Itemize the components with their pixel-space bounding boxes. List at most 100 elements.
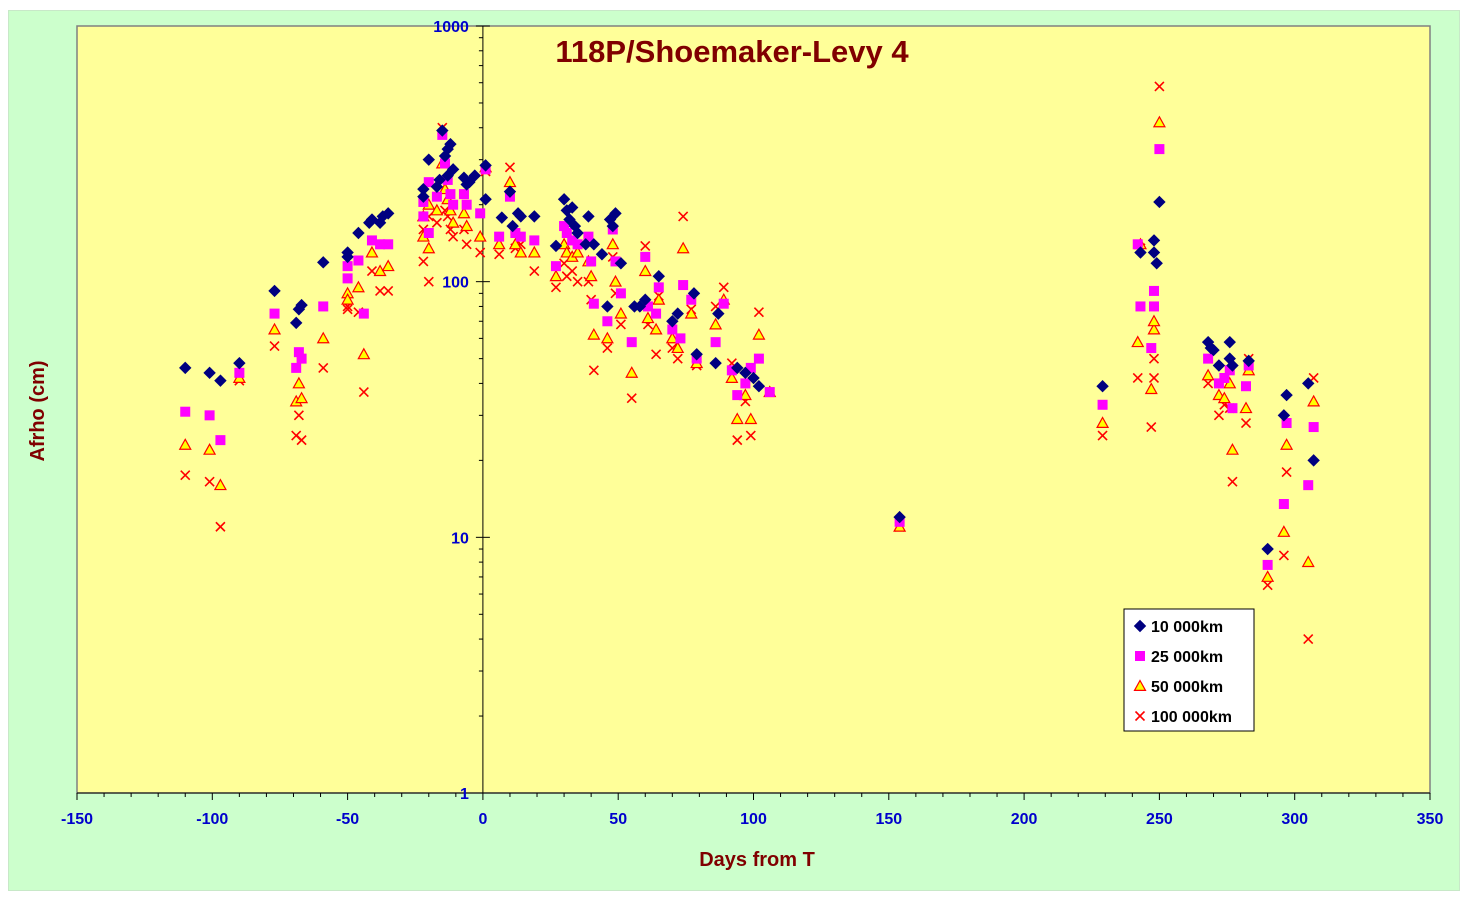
x-marker-stroke [1281, 467, 1292, 478]
data-point [608, 274, 623, 287]
data-point [1227, 476, 1238, 487]
data-point [567, 235, 578, 246]
data-point [417, 190, 430, 203]
y-axis-label: Afrho (cm) [27, 360, 49, 461]
data-point [690, 348, 703, 361]
data-point [615, 288, 626, 299]
data-point [641, 311, 655, 324]
data-point [468, 169, 481, 182]
data-point [572, 239, 583, 250]
data-point [383, 239, 394, 250]
data-point [601, 300, 614, 313]
x-tick-label: 50 [609, 811, 627, 828]
data-point [752, 328, 766, 340]
data-point [463, 175, 476, 189]
data-point [745, 430, 756, 441]
data-point [614, 257, 628, 270]
x-marker-stroke [1262, 580, 1273, 591]
data-point [352, 226, 365, 240]
data-point [738, 388, 752, 401]
x-marker-stroke [504, 162, 516, 173]
data-point [671, 341, 685, 354]
data-point [579, 238, 592, 251]
data-point [268, 284, 281, 298]
x-tick-label: 0 [478, 811, 487, 828]
data-point [1213, 410, 1224, 421]
x-marker-stroke [1203, 378, 1214, 389]
x-marker-stroke [615, 319, 626, 330]
data-point [1281, 467, 1292, 478]
data-point [739, 366, 752, 380]
data-point [514, 245, 528, 258]
y-tick-label: 100 [442, 275, 469, 292]
data-point [615, 319, 626, 330]
data-point [1150, 257, 1163, 270]
data-point [718, 282, 729, 293]
data-point [475, 247, 486, 258]
data-point [358, 386, 369, 398]
x-marker-stroke [667, 342, 678, 354]
data-point [587, 328, 601, 340]
data-point [269, 308, 280, 319]
data-point [381, 259, 395, 272]
data-point [726, 365, 737, 376]
x-marker-stroke [640, 240, 651, 251]
data-point [214, 374, 227, 387]
data-point [446, 216, 460, 228]
data-point [418, 256, 429, 267]
x-axis-label: Days from T [699, 849, 815, 871]
data-point [431, 191, 442, 202]
x-marker-stroke [358, 386, 369, 398]
legend-marker [1133, 619, 1147, 633]
data-point [215, 521, 226, 532]
data-points [178, 81, 1321, 645]
data-point [642, 301, 653, 312]
data-point [494, 249, 505, 260]
data-point [1223, 335, 1236, 349]
x-marker-stroke [418, 256, 429, 267]
x-marker-stroke [1213, 410, 1224, 421]
data-point [510, 228, 521, 239]
data-point [1225, 443, 1239, 455]
data-point [365, 245, 379, 258]
data-point [1148, 285, 1159, 296]
x-marker-stroke [1227, 476, 1238, 487]
data-point [740, 378, 751, 389]
data-point [639, 293, 652, 306]
x-marker-stroke [494, 249, 505, 260]
data-point [529, 266, 540, 277]
data-point [1148, 301, 1159, 312]
data-point [527, 245, 541, 258]
data-point [686, 294, 697, 305]
data-point [293, 410, 304, 421]
data-point [571, 245, 585, 258]
data-point [215, 435, 226, 446]
x-tick-label: -150 [61, 811, 93, 828]
x-marker-stroke [1240, 417, 1252, 429]
legend-marker [1135, 651, 1145, 661]
data-point [495, 211, 509, 224]
x-marker-stroke [1148, 353, 1160, 364]
legend-label: 100 000km [1151, 709, 1232, 726]
data-point [614, 306, 628, 319]
data-point [1307, 454, 1320, 467]
chart-title: 118P/Shoemaker-Levy 4 [555, 34, 909, 69]
data-point [550, 282, 562, 293]
data-point [342, 304, 353, 315]
data-point [1217, 391, 1231, 404]
data-point [753, 353, 764, 364]
data-point [381, 207, 395, 220]
x-tick-label: 350 [1417, 811, 1444, 828]
x-marker-stroke [678, 211, 689, 222]
x-marker-stroke [529, 266, 540, 277]
data-point [1207, 343, 1220, 357]
data-point [625, 366, 639, 378]
data-point [475, 208, 486, 219]
data-point [506, 219, 519, 233]
data-point [549, 239, 563, 253]
data-point [1240, 417, 1252, 429]
data-point [479, 159, 492, 172]
data-point [1153, 195, 1166, 209]
legend-marker [1133, 679, 1147, 692]
